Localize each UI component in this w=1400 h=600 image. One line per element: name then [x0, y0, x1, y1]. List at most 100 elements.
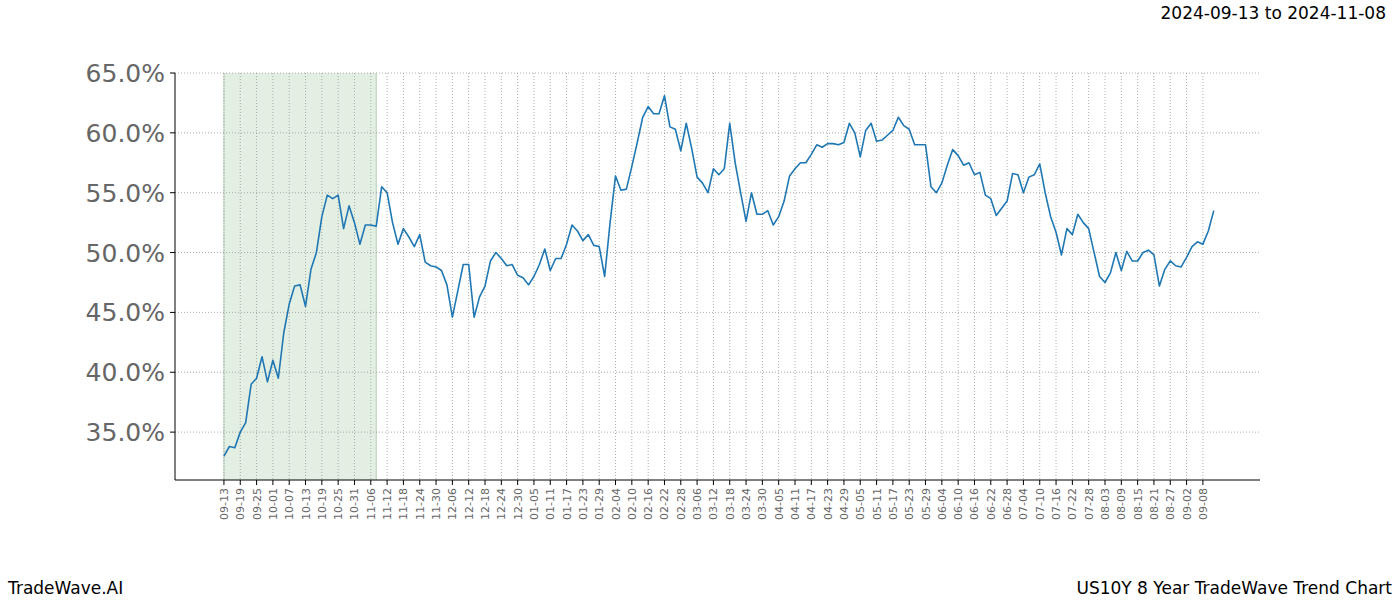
- tick-mark: [1023, 480, 1024, 485]
- footer-left: TradeWave.AI: [7, 578, 123, 598]
- tick-mark: [925, 480, 926, 485]
- y-tick-label: 55.0%: [86, 179, 165, 208]
- tick-mark: [533, 480, 534, 485]
- tick-mark: [713, 480, 714, 485]
- tick-mark: [321, 480, 322, 485]
- grid-line: [843, 73, 844, 480]
- tick-mark: [958, 480, 959, 485]
- x-tick-label: 04-11: [789, 488, 802, 520]
- y-tick-label: 50.0%: [86, 239, 165, 268]
- grid-line: [1137, 73, 1138, 480]
- x-tick-label: 12-18: [479, 488, 492, 520]
- x-tick-label: 04-05: [773, 488, 786, 520]
- grid-line: [550, 73, 551, 480]
- x-tick-label: 11-18: [397, 488, 410, 520]
- grid-line: [354, 73, 355, 480]
- x-tick-label: 01-11: [544, 488, 557, 520]
- x-tick-label: 03-06: [691, 488, 704, 520]
- tick-mark: [795, 480, 796, 485]
- x-tick-label: 06-10: [952, 488, 965, 520]
- x-tick-label: 12-30: [512, 488, 525, 520]
- grid-line: [403, 73, 404, 480]
- x-tick-label: 09-02: [1181, 488, 1194, 520]
- x-tick-label: 08-21: [1148, 488, 1161, 520]
- x-tick-label: 07-16: [1050, 488, 1063, 520]
- grid-line: [289, 73, 290, 480]
- tick-mark: [1137, 480, 1138, 485]
- tick-mark: [892, 480, 893, 485]
- x-tick-label: 02-22: [658, 488, 671, 520]
- x-tick-label: 06-04: [936, 488, 949, 520]
- grid-line: [1023, 73, 1024, 480]
- tick-mark: [403, 480, 404, 485]
- x-tick-label: 07-22: [1066, 488, 1079, 520]
- x-tick-label: 05-23: [903, 488, 916, 520]
- tick-mark: [289, 480, 290, 485]
- tick-mark: [1121, 480, 1122, 485]
- tick-mark: [762, 480, 763, 485]
- tick-mark: [1186, 480, 1187, 485]
- x-tick-label: 12-12: [463, 488, 476, 520]
- line: [224, 96, 1214, 456]
- x-tick-label: 04-17: [805, 488, 818, 520]
- grid-line: [338, 73, 339, 480]
- x-tick-label: 02-04: [610, 488, 623, 520]
- tick-mark: [354, 480, 355, 485]
- grid-line: [175, 73, 1260, 74]
- grid-line: [240, 73, 241, 480]
- x-tick-label: 05-17: [887, 488, 900, 520]
- grid-line: [925, 73, 926, 480]
- x-tick-label: 03-18: [724, 488, 737, 520]
- tick-mark: [631, 480, 632, 485]
- grid-line: [974, 73, 975, 480]
- grid-line: [941, 73, 942, 480]
- x-tick-label: 12-24: [495, 488, 508, 520]
- grid-line: [175, 252, 1260, 253]
- x-tick-label: 11-12: [381, 488, 394, 520]
- grid-line: [860, 73, 861, 480]
- grid-line: [175, 432, 1260, 433]
- grid-line: [272, 73, 273, 480]
- tick-mark: [387, 480, 388, 485]
- tick-mark: [860, 480, 861, 485]
- x-tick-label: 06-22: [985, 488, 998, 520]
- grid-line: [517, 73, 518, 480]
- grid-line: [387, 73, 388, 480]
- tick-mark: [550, 480, 551, 485]
- plot-area: [224, 96, 1214, 456]
- tick-mark: [811, 480, 812, 485]
- tick-mark: [305, 480, 306, 485]
- grid-line: [909, 73, 910, 480]
- y-tick-label: 45.0%: [86, 298, 165, 327]
- grid-line: [713, 73, 714, 480]
- x-tick-label: 08-09: [1115, 488, 1128, 520]
- grid-line: [566, 73, 567, 480]
- tick-mark: [746, 480, 747, 485]
- tick-mark: [1039, 480, 1040, 485]
- grid-line: [1056, 73, 1057, 480]
- tick-mark: [1202, 480, 1203, 485]
- x-tick-label: 11-30: [430, 488, 443, 520]
- x-tick-label: 01-17: [561, 488, 574, 520]
- x-tick-label: 07-04: [1017, 488, 1030, 520]
- tick-mark: [256, 480, 257, 485]
- grid-line: [370, 73, 371, 480]
- grid-line: [452, 73, 453, 480]
- grid-line: [582, 73, 583, 480]
- tick-mark: [170, 132, 175, 133]
- x-tick-label: 10-01: [267, 488, 280, 520]
- grid-line: [631, 73, 632, 480]
- grid-line: [1072, 73, 1073, 480]
- tick-mark: [170, 312, 175, 313]
- grid-line: [1039, 73, 1040, 480]
- x-tick-label: 09-19: [234, 488, 247, 520]
- tick-mark: [990, 480, 991, 485]
- x-tick-label: 10-31: [348, 488, 361, 520]
- tick-mark: [468, 480, 469, 485]
- tick-mark: [170, 252, 175, 253]
- tick-mark: [452, 480, 453, 485]
- y-tick-label: 35.0%: [86, 418, 165, 447]
- grid-line: [746, 73, 747, 480]
- grid-line: [175, 372, 1260, 373]
- tick-mark: [1105, 480, 1106, 485]
